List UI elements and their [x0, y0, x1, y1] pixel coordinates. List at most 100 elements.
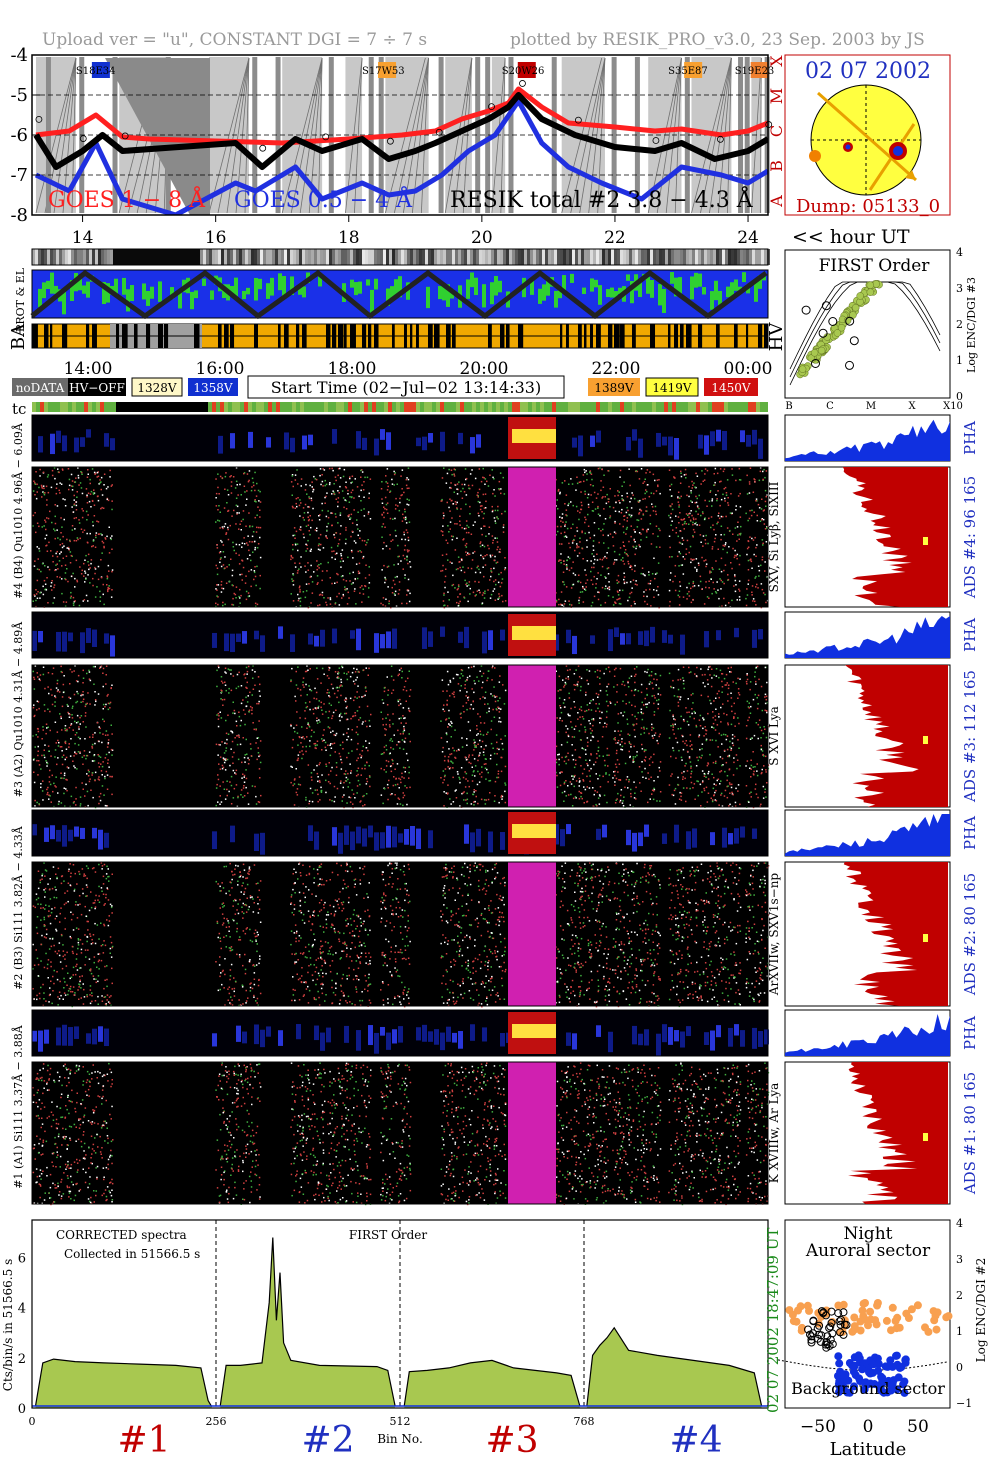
- spectrogram-dot: [764, 476, 766, 479]
- spectrogram-dot: [102, 542, 105, 544]
- spectrogram-dot: [44, 744, 46, 746]
- spectrogram-dot: [314, 742, 317, 745]
- spectrogram-dot: [446, 741, 448, 743]
- spectrogram-dot: [585, 709, 588, 712]
- spectrogram-dot: [364, 720, 367, 722]
- spectrogram-dot: [245, 590, 248, 593]
- prot-green-cell: [266, 283, 270, 299]
- spectrogram-dot: [653, 596, 655, 598]
- spectrogram-dot: [92, 521, 94, 523]
- spectrogram-dot: [363, 540, 366, 542]
- prot-green-cell: [398, 276, 402, 298]
- spectrogram-dot: [296, 469, 298, 471]
- spectrogram-dot: [84, 559, 86, 561]
- spectrogram-dot: [360, 800, 362, 802]
- spectrogram-dot: [305, 745, 307, 748]
- spectrogram-dot: [51, 673, 54, 675]
- spectrogram-dot: [245, 696, 247, 699]
- tc-cell: [68, 402, 72, 412]
- spectrogram-dot: [36, 759, 38, 762]
- spectrogram-dot: [694, 523, 696, 525]
- spectrogram-dot: [303, 686, 305, 688]
- spectrogram-dot: [443, 791, 445, 793]
- spectrogram-dot: [482, 557, 485, 560]
- spectrogram-dot: [39, 597, 41, 599]
- spectrogram-dot: [347, 591, 349, 594]
- spectrogram-dot: [689, 545, 692, 548]
- spectrogram-dot: [61, 565, 63, 567]
- spectrogram-dot: [50, 755, 52, 757]
- spectrogram-dot: [344, 586, 346, 588]
- spectrogram-dot: [308, 497, 311, 500]
- el-cell: [725, 249, 728, 265]
- spectrogram-dot: [368, 742, 371, 744]
- spectrogram-dot: [40, 591, 42, 594]
- spectrogram-dot: [66, 728, 68, 731]
- spectrogram-dot: [459, 593, 461, 595]
- spectrogram-dot: [344, 499, 346, 501]
- pha-blue: [626, 633, 631, 645]
- spectrogram-dot: [592, 485, 594, 487]
- el-cell: [197, 249, 200, 265]
- spectrogram-dot: [220, 691, 223, 693]
- spectrogram-dot: [339, 782, 342, 784]
- spectrogram-dot: [383, 541, 385, 544]
- spectrogram-dot: [225, 758, 227, 760]
- spectrogram-dot: [734, 579, 737, 582]
- spectrogram-dot: [106, 695, 108, 697]
- spectrogram-dot: [652, 510, 655, 512]
- spectrogram-dot: [720, 515, 723, 518]
- spectrogram-dot: [394, 784, 397, 786]
- el-cell: [89, 249, 92, 265]
- spectrogram-dot: [257, 506, 259, 508]
- el-cell: [389, 249, 392, 265]
- spectrogram-dot: [248, 479, 250, 482]
- el-cell: [722, 249, 725, 265]
- spectrogram-dot: [93, 515, 96, 517]
- tc-cell: [676, 402, 680, 412]
- spectrogram-dot: [240, 789, 243, 791]
- el-cell: [710, 249, 713, 265]
- spectrogram-dot: [89, 478, 91, 481]
- spectrogram-dot: [685, 553, 687, 555]
- prot-green-cell: [114, 278, 118, 295]
- spectrogram-dot: [634, 570, 636, 572]
- spectrogram-dot: [584, 493, 586, 495]
- spectrogram-dot: [408, 733, 410, 735]
- tc-cell: [500, 402, 504, 412]
- spectrogram-dot: [367, 511, 370, 513]
- spectrogram-dot: [622, 560, 624, 562]
- ads-fill: [842, 467, 948, 607]
- spectrogram-dot: [35, 589, 37, 591]
- spectrogram-dot: [455, 789, 457, 791]
- spectrogram-dot: [380, 711, 382, 713]
- spectrogram-dot: [328, 677, 330, 679]
- spectrogram-dot: [291, 667, 293, 670]
- pha-flare-core: [512, 429, 556, 443]
- spectrogram-dot: [325, 763, 327, 765]
- spectrogram-dot: [760, 583, 763, 585]
- spectrogram-dot: [340, 712, 342, 715]
- spectrogram-dot: [344, 780, 347, 782]
- spectrogram-dot: [723, 569, 725, 572]
- spectrogram-dot: [220, 698, 222, 700]
- spectrogram-dot: [481, 511, 483, 513]
- spectrogram-dot: [106, 576, 109, 578]
- spectrogram-dot: [326, 570, 328, 572]
- spectrogram-dot: [335, 479, 337, 482]
- spectrogram-dot: [337, 671, 339, 673]
- spectrogram-dot: [733, 585, 735, 587]
- spectrogram-dot: [482, 556, 484, 558]
- spectrogram-dot: [382, 702, 385, 704]
- spectrogram-dot: [678, 596, 681, 598]
- spectrogram-dot: [636, 470, 639, 473]
- spectrogram-dot: [592, 583, 594, 586]
- spectrogram-dot: [657, 485, 659, 488]
- spectrogram-dot: [93, 489, 95, 491]
- spectrogram-dot: [384, 508, 386, 510]
- spectrogram-dot: [291, 475, 294, 477]
- spectrogram-dot: [314, 707, 317, 709]
- spectrogram-dot: [677, 491, 680, 493]
- spectrogram-dot: [107, 693, 109, 696]
- spectrogram-dot: [635, 545, 638, 548]
